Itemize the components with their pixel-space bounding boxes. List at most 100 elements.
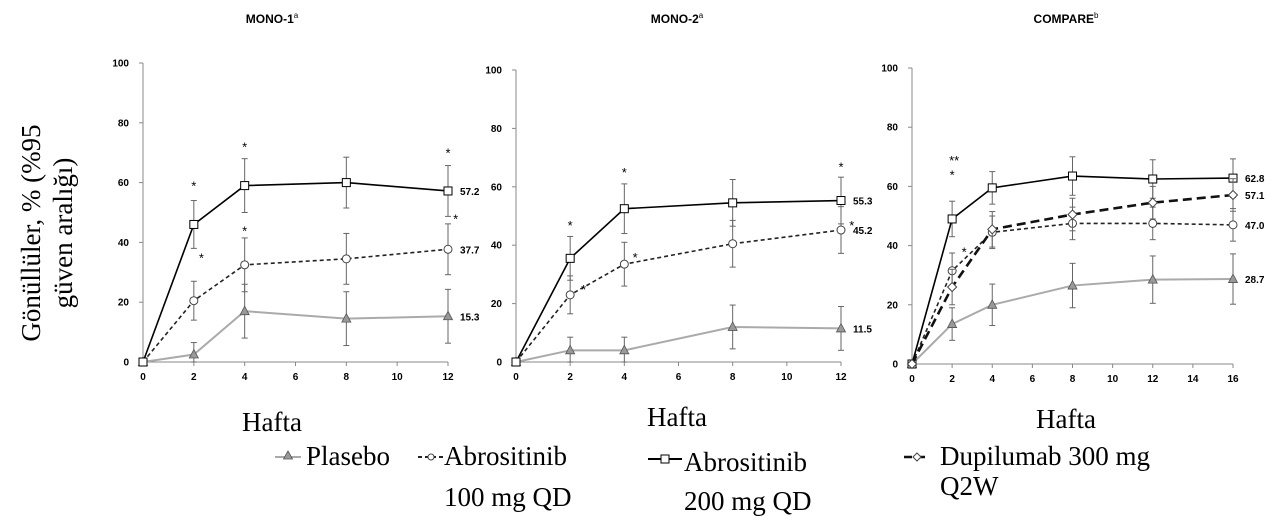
data-point <box>189 296 199 306</box>
y-tick-label: 100 <box>485 66 502 77</box>
series-placebo-mono2: 11.5 <box>510 304 872 366</box>
y-axis-label-line2: güven aralığı) <box>48 158 78 309</box>
significance-asterisk: * <box>242 140 247 155</box>
data-point <box>619 259 629 269</box>
series-line <box>515 325 842 363</box>
y-tick-label: 0 <box>496 358 502 369</box>
x-tick-label: 10 <box>1107 374 1119 385</box>
data-point <box>1228 220 1238 230</box>
legend-abro100-marker <box>427 453 435 461</box>
y-tick-label: 80 <box>491 124 503 135</box>
y-tick-label: 100 <box>112 59 129 70</box>
end-value-label: 62.8 <box>1245 174 1265 185</box>
legend-abro100-label-line2: 100 mg QD <box>444 482 572 512</box>
data-point <box>1147 197 1158 208</box>
x-tick-label: 12 <box>1147 374 1159 385</box>
chart-panel-mono1: MONO-1a 0 20 40 60 80 100 0 2 4 6 8 10 12 15.3 37.7 57.2… <box>112 11 480 383</box>
legend-item-dupilumab: Dupilumab 300 mg Q2W <box>904 441 1150 501</box>
series-line <box>911 222 1234 365</box>
chart-panel-compare: COMPAREb 0 20 40 60 80 100 0 2 4 6 8 10 12 14 16 28.7 47.… <box>881 11 1265 385</box>
x-tick-label: 4 <box>622 372 628 383</box>
legend-placebo-label: Plasebo <box>306 441 390 471</box>
x-axis-label-compare: Hafta <box>1036 404 1096 434</box>
y-tick-label: 40 <box>491 241 503 252</box>
end-value-label: 57.1 <box>1245 191 1265 202</box>
series-line <box>142 248 449 363</box>
significance-asterisk: * <box>622 165 627 180</box>
y-axis-label-line1: Gönüllüler, % (%95 <box>16 124 46 341</box>
y-tick-label: 60 <box>491 182 503 193</box>
x-tick-label: 6 <box>293 372 299 383</box>
significance-asterisk: * <box>199 250 204 265</box>
series-abro200-mono1: 57.2 <box>138 156 480 367</box>
legend-dupilumab-marker <box>912 452 922 462</box>
legend-dupilumab-label-line2: Q2W <box>940 471 999 501</box>
panel-title-mono1: MONO-1a <box>246 11 299 26</box>
legend-placebo-marker <box>282 450 294 460</box>
panel-title-mono2: MONO-2a <box>651 11 704 26</box>
x-tick-label: 8 <box>730 372 736 383</box>
x-tick-label: 2 <box>949 374 955 385</box>
data-point <box>947 214 957 224</box>
data-point <box>341 254 351 264</box>
data-point <box>138 357 148 367</box>
data-point <box>728 198 738 208</box>
significance-asterisk: * <box>242 223 247 238</box>
y-tick-label: 20 <box>887 300 899 311</box>
data-point <box>188 348 199 359</box>
x-tick-label: 6 <box>676 372 682 383</box>
legend-item-abro100: Abrositinib 100 mg QD <box>418 441 572 512</box>
data-point <box>189 219 199 229</box>
data-point <box>1227 189 1239 201</box>
y-tick-label: 40 <box>118 238 130 249</box>
data-point <box>341 178 351 188</box>
data-point <box>619 344 630 355</box>
data-point <box>835 322 847 333</box>
y-tick-label: 20 <box>118 298 130 309</box>
legend: Plasebo Abrositinib 100 mg QD Abrositini… <box>275 441 1150 516</box>
series-dupilumab-compare: 57.1 <box>906 178 1265 370</box>
y-axis-label: Gönüllüler, % (%95 güven aralığı) <box>16 124 78 341</box>
data-point <box>240 260 250 270</box>
data-point <box>1067 209 1078 220</box>
significance-asterisk: * <box>950 168 955 183</box>
significance-asterisk: * <box>453 211 458 226</box>
x-tick-label: 4 <box>989 374 995 385</box>
end-value-label: 45.2 <box>853 226 873 237</box>
end-value-label: 28.7 <box>1245 275 1265 286</box>
x-tick-label: 10 <box>392 372 404 383</box>
y-tick-label: 80 <box>118 118 130 129</box>
significance-asterisk: * <box>445 146 450 161</box>
x-tick-label: 12 <box>835 372 847 383</box>
series-line <box>910 193 1234 365</box>
legend-abro100-label-line1: Abrositinib <box>444 441 567 471</box>
data-point <box>1227 273 1239 283</box>
x-axis-label-mono2: Hafta <box>647 402 707 432</box>
series-line <box>911 278 1234 365</box>
y-tick-label: 60 <box>887 182 899 193</box>
chart-panel-mono2: MONO-2a 0 20 40 60 80 100 0 2 4 6 8 10 12 11.5 45.2 55.3… <box>485 11 873 383</box>
data-point <box>1147 273 1158 284</box>
data-point <box>443 244 453 254</box>
series-abro200-mono2: 55.3 <box>511 176 873 367</box>
x-axis-label-mono1: Hafta <box>242 407 302 437</box>
data-point <box>619 204 629 214</box>
data-point <box>727 321 738 331</box>
data-point <box>240 181 250 191</box>
x-tick-label: 12 <box>442 372 454 383</box>
legend-abro200-label-line2: 200 mg QD <box>684 486 812 516</box>
data-point <box>1068 171 1077 181</box>
end-value-label: 15.3 <box>460 312 480 323</box>
legend-dupilumab-label-line1: Dupilumab 300 mg <box>940 441 1150 471</box>
series-line <box>142 181 449 363</box>
series-line <box>911 175 1234 365</box>
x-tick-label: 6 <box>1030 374 1036 385</box>
series-line <box>515 229 842 363</box>
x-tick-label: 8 <box>1070 374 1076 385</box>
x-tick-label: 14 <box>1187 374 1199 385</box>
x-tick-label: 10 <box>781 372 793 383</box>
significance-asterisk: * <box>849 218 854 233</box>
data-point <box>1067 279 1078 290</box>
